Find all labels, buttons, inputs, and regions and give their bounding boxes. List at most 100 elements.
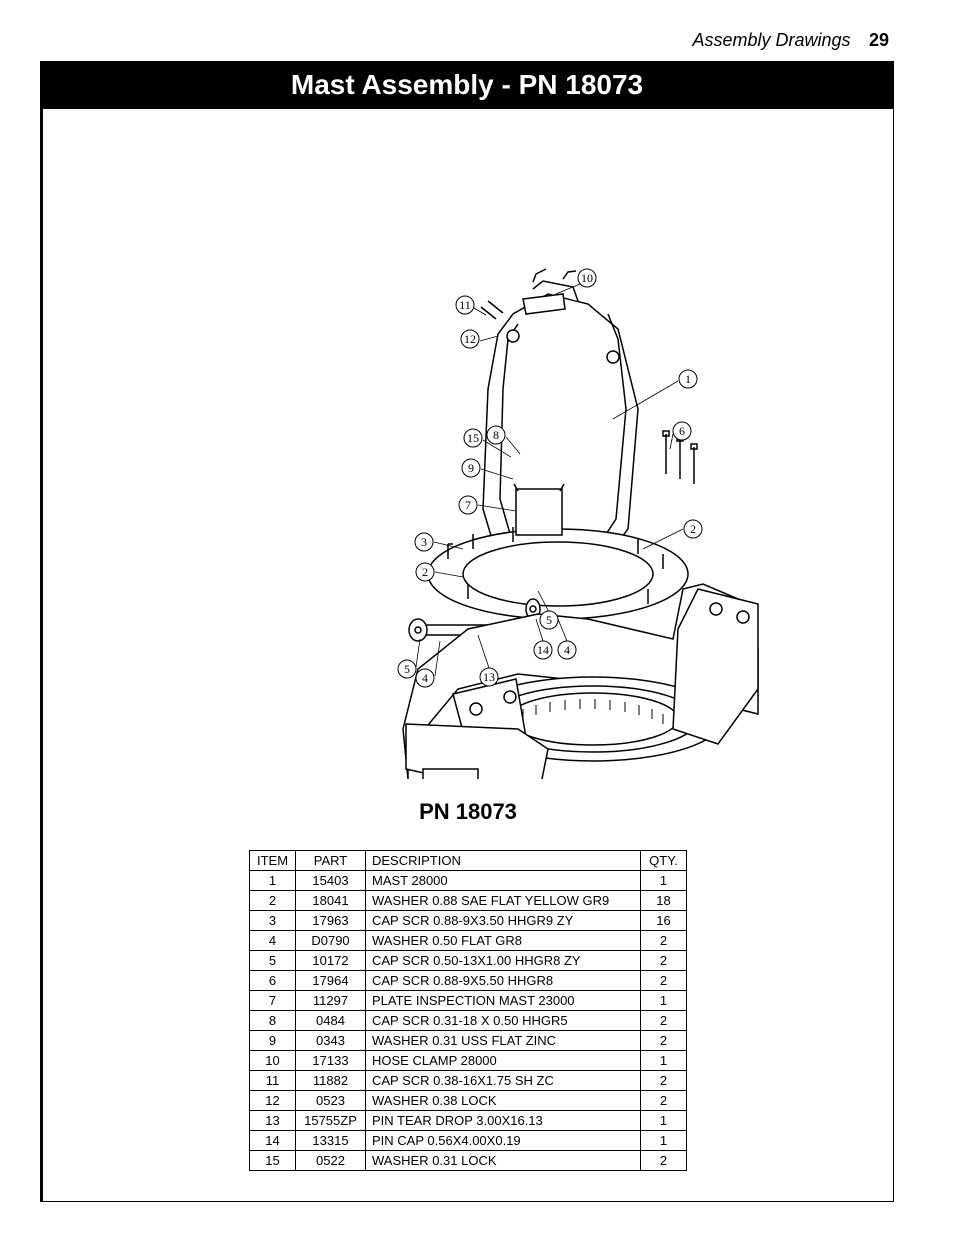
table-cell: 13315 (296, 1131, 366, 1151)
table-cell: D0790 (296, 931, 366, 951)
table-cell: WASHER 0.31 LOCK (366, 1151, 641, 1171)
callout-label: 14 (537, 643, 549, 657)
table-cell: 2 (641, 1151, 687, 1171)
callout-label: 4 (422, 671, 428, 685)
callout-label: 2 (422, 565, 428, 579)
table-cell: 4 (250, 931, 296, 951)
table-cell: 0484 (296, 1011, 366, 1031)
table-cell: CAP SCR 0.31-18 X 0.50 HHGR5 (366, 1011, 641, 1031)
table-row: 218041WASHER 0.88 SAE FLAT YELLOW GR918 (250, 891, 687, 911)
table-row: 510172CAP SCR 0.50-13X1.00 HHGR8 ZY2 (250, 951, 687, 971)
table-cell: PIN CAP 0.56X4.00X0.19 (366, 1131, 641, 1151)
col-header-qty: QTY. (641, 851, 687, 871)
table-cell: 15 (250, 1151, 296, 1171)
col-header-item: ITEM (250, 851, 296, 871)
table-cell: 13 (250, 1111, 296, 1131)
table-row: 1017133HOSE CLAMP 280001 (250, 1051, 687, 1071)
table-cell: 10 (250, 1051, 296, 1071)
table-row: 115403MAST 280001 (250, 871, 687, 891)
table-header-row: ITEM PART DESCRIPTION QTY. (250, 851, 687, 871)
col-header-desc: DESCRIPTION (366, 851, 641, 871)
table-cell: 1 (641, 991, 687, 1011)
table-cell: 10172 (296, 951, 366, 971)
table-cell: 1 (641, 871, 687, 891)
table-cell: 2 (641, 971, 687, 991)
table-cell: 14 (250, 1131, 296, 1151)
content-frame: 122344556789101112131415 PN 18073 ITEM P… (40, 109, 894, 1202)
table-cell: 0523 (296, 1091, 366, 1111)
table-cell: HOSE CLAMP 28000 (366, 1051, 641, 1071)
callout-label: 3 (421, 535, 427, 549)
table-cell: 6 (250, 971, 296, 991)
table-cell: 11 (250, 1071, 296, 1091)
table-row: 1413315PIN CAP 0.56X4.00X0.191 (250, 1131, 687, 1151)
callout-label: 15 (467, 431, 479, 445)
callout-label: 2 (690, 522, 696, 536)
table-cell: 2 (250, 891, 296, 911)
table-row: 4D0790WASHER 0.50 FLAT GR82 (250, 931, 687, 951)
table-cell: CAP SCR 0.88-9X3.50 HHGR9 ZY (366, 911, 641, 931)
table-cell: 11297 (296, 991, 366, 1011)
section-name: Assembly Drawings (692, 30, 850, 50)
mast-assembly-svg: 122344556789101112131415 (118, 129, 818, 779)
table-cell: 0343 (296, 1031, 366, 1051)
table-cell: 12 (250, 1091, 296, 1111)
callout-label: 1 (685, 372, 691, 386)
page-header: Assembly Drawings 29 (0, 0, 954, 51)
table-cell: 2 (641, 1091, 687, 1111)
col-header-part: PART (296, 851, 366, 871)
table-cell: PIN TEAR DROP 3.00X16.13 (366, 1111, 641, 1131)
table-cell: 5 (250, 951, 296, 971)
callout-label: 7 (465, 498, 471, 512)
table-cell: 2 (641, 931, 687, 951)
table-cell: 1 (641, 1111, 687, 1131)
table-row: 1111882CAP SCR 0.38-16X1.75 SH ZC2 (250, 1071, 687, 1091)
callout-label: 9 (468, 461, 474, 475)
table-cell: PLATE INSPECTION MAST 23000 (366, 991, 641, 1011)
table-cell: 3 (250, 911, 296, 931)
table-cell: WASHER 0.50 FLAT GR8 (366, 931, 641, 951)
callout-label: 11 (459, 298, 471, 312)
table-row: 1315755ZPPIN TEAR DROP 3.00X16.131 (250, 1111, 687, 1131)
table-cell: 8 (250, 1011, 296, 1031)
table-cell: 18041 (296, 891, 366, 911)
table-row: 150522WASHER 0.31 LOCK2 (250, 1151, 687, 1171)
callout-label: 5 (404, 662, 410, 676)
table-row: 80484CAP SCR 0.31-18 X 0.50 HHGR52 (250, 1011, 687, 1031)
callout-label: 6 (679, 424, 685, 438)
callout-label: 4 (564, 643, 570, 657)
callout-label: 12 (464, 332, 476, 346)
parts-table: ITEM PART DESCRIPTION QTY. 115403MAST 28… (249, 850, 687, 1171)
table-row: 120523WASHER 0.38 LOCK2 (250, 1091, 687, 1111)
table-cell: 2 (641, 951, 687, 971)
table-cell: 2 (641, 1011, 687, 1031)
table-cell: WASHER 0.88 SAE FLAT YELLOW GR9 (366, 891, 641, 911)
table-cell: 0522 (296, 1151, 366, 1171)
table-cell: MAST 28000 (366, 871, 641, 891)
table-cell: 18 (641, 891, 687, 911)
callout-label: 10 (581, 271, 593, 285)
table-cell: 1 (250, 871, 296, 891)
table-cell: WASHER 0.38 LOCK (366, 1091, 641, 1111)
table-row: 711297PLATE INSPECTION MAST 230001 (250, 991, 687, 1011)
table-cell: 1 (641, 1131, 687, 1151)
exploded-diagram: 122344556789101112131415 (43, 129, 893, 779)
table-row: 617964CAP SCR 0.88-9X5.50 HHGR82 (250, 971, 687, 991)
table-cell: 17963 (296, 911, 366, 931)
table-cell: 15403 (296, 871, 366, 891)
table-cell: 2 (641, 1071, 687, 1091)
title-bar: Mast Assembly - PN 18073 (40, 61, 894, 109)
table-cell: 7 (250, 991, 296, 1011)
table-cell: 1 (641, 1051, 687, 1071)
table-cell: CAP SCR 0.50-13X1.00 HHGR8 ZY (366, 951, 641, 971)
callout-label: 5 (546, 613, 552, 627)
table-row: 317963CAP SCR 0.88-9X3.50 HHGR9 ZY16 (250, 911, 687, 931)
subtitle: PN 18073 (43, 799, 893, 825)
table-cell: 11882 (296, 1071, 366, 1091)
table-cell: CAP SCR 0.38-16X1.75 SH ZC (366, 1071, 641, 1091)
table-cell: 2 (641, 1031, 687, 1051)
table-cell: CAP SCR 0.88-9X5.50 HHGR8 (366, 971, 641, 991)
table-cell: WASHER 0.31 USS FLAT ZINC (366, 1031, 641, 1051)
page-number: 29 (869, 30, 889, 50)
table-cell: 16 (641, 911, 687, 931)
